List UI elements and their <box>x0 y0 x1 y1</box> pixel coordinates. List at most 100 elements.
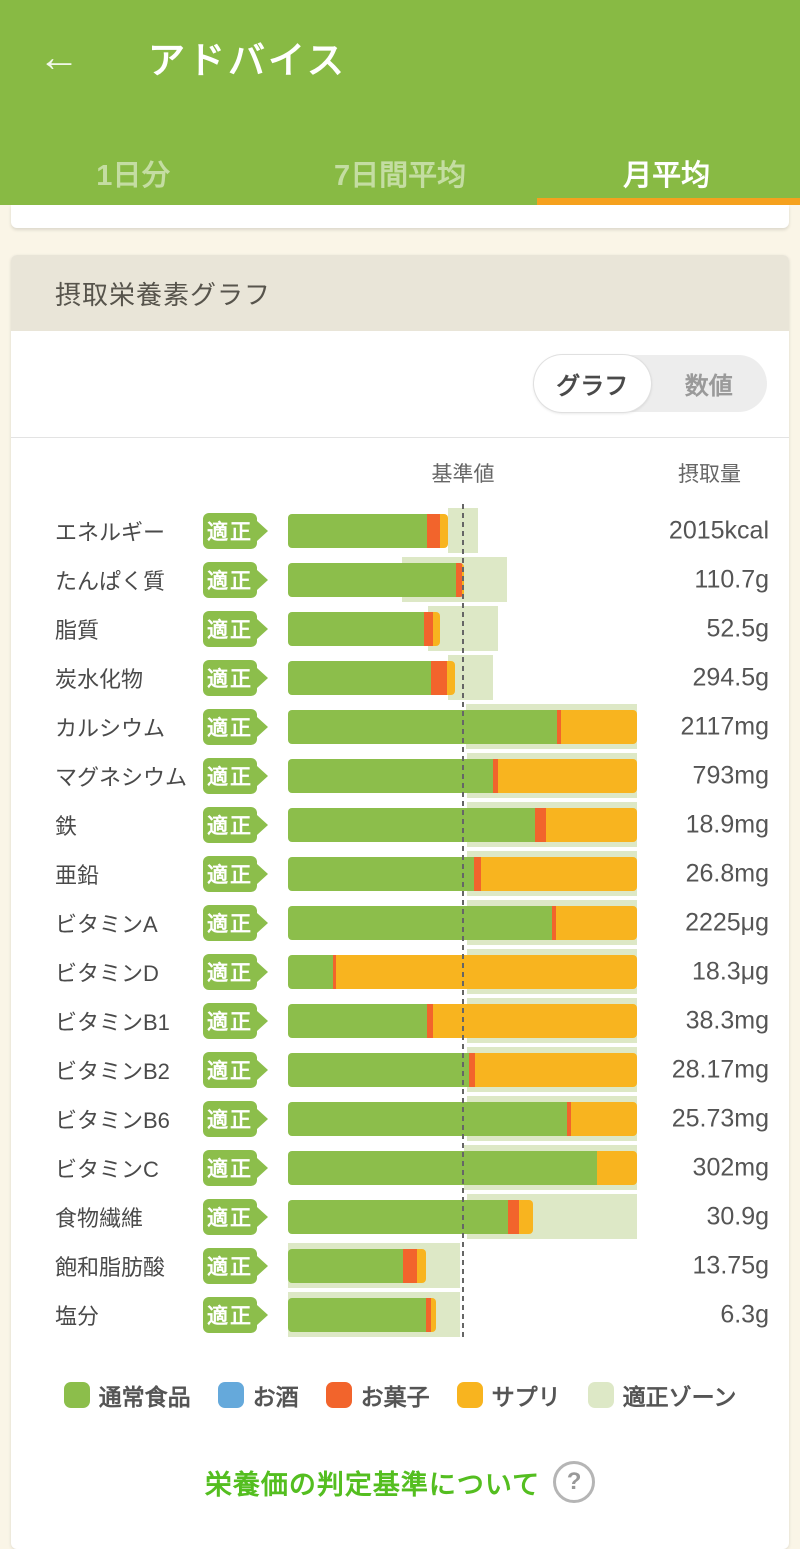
back-icon[interactable]: ← <box>38 33 80 80</box>
segment-supplement <box>432 1003 637 1038</box>
legend-label: お酒 <box>252 1384 299 1410</box>
bar-track <box>288 653 637 702</box>
intake-value: 18.9mg <box>685 810 769 838</box>
tab-month-average[interactable]: 月平均 <box>623 160 711 192</box>
nutrient-row: エネルギー 適正 2015kcal <box>11 506 789 555</box>
nutrient-label: ビタミンB1 <box>55 1009 170 1035</box>
nutrient-label: 塩分 <box>55 1303 100 1329</box>
criteria-link[interactable]: 栄養価の判定基準について <box>204 1469 541 1500</box>
nutrient-label: ビタミンA <box>55 911 158 937</box>
scrolled-card-remnant <box>11 205 789 228</box>
segment-food <box>288 1150 598 1185</box>
segment-supplement <box>440 513 448 548</box>
status-badge: 適正 <box>203 904 257 941</box>
legend-label: 適正ゾーン <box>622 1384 737 1410</box>
nutrient-chart: エネルギー 適正 2015kcal たんぱく質 適正 110.7g 脂質 適正 52.5g 炭水化… <box>11 504 789 1339</box>
status-badge: 適正 <box>203 708 257 745</box>
card-title: 摂取栄養素グラフ <box>55 279 272 310</box>
tab-7day-average[interactable]: 7日間平均 <box>333 160 467 192</box>
bar-track <box>288 1290 637 1339</box>
nutrient-graph-card: 摂取栄養素グラフ グラフ 数値 基準値 摂取量 エネルギー 適正 2015kcal た… <box>11 255 789 1549</box>
segment-sweets <box>551 905 557 940</box>
nutrient-label: 食物繊維 <box>55 1205 144 1231</box>
tab-bar: 1日分 7日間平均 月平均 <box>0 141 800 205</box>
intake-column-label: 摂取量 <box>678 463 741 486</box>
help-icon[interactable]: ? <box>553 1461 596 1503</box>
segment-food <box>288 709 558 744</box>
bar-track <box>288 702 637 751</box>
segment-food <box>288 1101 567 1136</box>
segment-supplement <box>433 611 441 646</box>
bar-track <box>288 898 637 947</box>
status-badge: 適正 <box>203 1051 257 1088</box>
tab-1day[interactable]: 1日分 <box>96 160 171 192</box>
nutrient-row: カルシウム 適正 2117mg <box>11 702 789 751</box>
nutrient-row: ビタミンB1 適正 38.3mg <box>11 996 789 1045</box>
intake-value: 302mg <box>692 1153 769 1181</box>
status-badge: 適正 <box>203 1247 257 1284</box>
standard-value-line <box>462 504 464 1337</box>
bar-track <box>288 751 637 800</box>
intake-value: 2015kcal <box>668 516 769 544</box>
nutrient-row: 炭水化物 適正 294.5g <box>11 653 789 702</box>
segment-sweets <box>332 954 336 989</box>
segment-food <box>288 513 428 548</box>
bar-track <box>288 1143 637 1192</box>
legend-item: お酒 <box>217 1378 299 1412</box>
legend-swatch <box>587 1382 614 1408</box>
toggle-numeric-option[interactable]: 数値 <box>651 355 768 412</box>
card-footer: 栄養価の判定基準について ? <box>11 1423 789 1549</box>
bar-track <box>288 1045 637 1094</box>
nutrient-row: マグネシウム 適正 793mg <box>11 751 789 800</box>
nutrient-row: 飽和脂肪酸 適正 13.75g <box>11 1241 789 1290</box>
nutrient-label: ビタミンD <box>55 960 159 986</box>
segment-supplement <box>498 758 637 793</box>
nutrient-label: ビタミンC <box>55 1156 159 1182</box>
optimal-zone <box>447 655 494 700</box>
intake-bar <box>288 1101 637 1136</box>
legend-item: お菓子 <box>325 1378 430 1412</box>
intake-bar <box>288 954 637 989</box>
status-badge: 適正 <box>203 561 257 598</box>
segment-supplement <box>431 1297 436 1332</box>
status-badge: 適正 <box>203 1149 257 1186</box>
status-badge: 適正 <box>203 610 257 647</box>
intake-bar <box>288 1297 436 1332</box>
toggle-graph-option[interactable]: グラフ <box>534 355 651 412</box>
intake-bar <box>288 758 637 793</box>
segment-sweets <box>455 562 462 597</box>
intake-value: 294.5g <box>692 663 769 691</box>
status-badge: 適正 <box>203 1198 257 1235</box>
legend-label: サプリ <box>491 1384 561 1410</box>
nutrient-row: たんぱく質 適正 110.7g <box>11 555 789 604</box>
legend-item: 適正ゾーン <box>587 1378 737 1412</box>
nutrient-row: ビタミンC 適正 302mg <box>11 1143 789 1192</box>
graph-numeric-toggle: グラフ 数値 <box>534 355 767 412</box>
segment-supplement <box>475 1052 637 1087</box>
segment-food <box>288 954 333 989</box>
status-badge: 適正 <box>203 757 257 794</box>
status-badge: 適正 <box>203 1100 257 1137</box>
segment-food <box>288 611 425 646</box>
intake-bar <box>288 905 637 940</box>
segment-sweets <box>424 611 434 646</box>
segment-food <box>288 1003 427 1038</box>
legend-swatch <box>63 1382 90 1408</box>
segment-supplement <box>447 660 456 695</box>
nutrient-label: カルシウム <box>55 715 166 741</box>
intake-bar <box>288 1199 534 1234</box>
legend-item: 通常食品 <box>63 1378 191 1412</box>
segment-sweets <box>402 1248 417 1283</box>
segment-supplement <box>545 807 637 842</box>
intake-value: 25.73mg <box>671 1104 769 1132</box>
nutrient-row: 鉄 適正 18.9mg <box>11 800 789 849</box>
nutrient-label: エネルギー <box>55 519 166 545</box>
intake-bar <box>288 807 637 842</box>
toggle-section: グラフ 数値 <box>11 331 789 438</box>
legend-swatch <box>325 1382 352 1408</box>
bar-track <box>288 1241 637 1290</box>
intake-value: 28.17mg <box>671 1055 769 1083</box>
standard-value-column-label: 基準値 <box>431 463 495 486</box>
card-header: 摂取栄養素グラフ <box>11 255 789 331</box>
intake-value: 38.3mg <box>685 1006 769 1034</box>
